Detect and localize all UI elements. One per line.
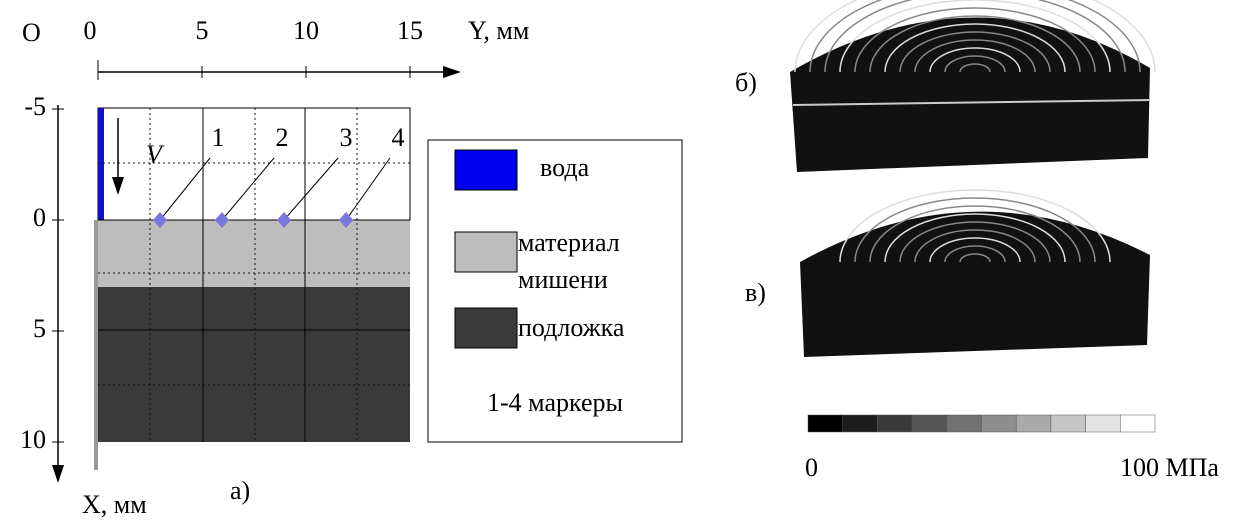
colorbar-step (947, 415, 982, 432)
water-layer (98, 108, 104, 220)
colorbar-step (843, 415, 878, 432)
y-tick-label: 15 (397, 16, 423, 45)
figure: 051015-50510 O Y, мм X, мм V 1234 а) вод… (0, 0, 1242, 525)
legend-text: подложка (518, 313, 625, 342)
x-tick-label: 5 (33, 314, 46, 343)
left-edge (94, 220, 98, 470)
colorbar-step (912, 415, 947, 432)
colorbar (808, 415, 1155, 432)
colorbar-step (1051, 415, 1086, 432)
legend-text: мишени (518, 265, 608, 294)
origin-label: O (22, 18, 41, 47)
x-axis-label: X, мм (82, 490, 147, 519)
x-tick-label: 10 (20, 425, 46, 454)
legend-text: 1-4 маркеры (487, 388, 623, 417)
marker-label: 1 (212, 123, 225, 152)
colorbar-step (808, 415, 843, 432)
y-tick-label: 5 (196, 16, 209, 45)
legend-swatch (455, 232, 517, 272)
colorbar-step (1086, 415, 1121, 432)
y-axis-label: Y, мм (468, 16, 529, 45)
colorbar-min: 0 (805, 453, 818, 482)
legend-text: материал (518, 228, 620, 257)
substrate-layer (98, 287, 410, 442)
colorbar-step (1016, 415, 1051, 432)
colorbar-max: 100 МПа (1120, 453, 1219, 482)
legend-swatch (455, 308, 517, 348)
marker-label: 3 (340, 123, 353, 152)
legend-swatch (455, 150, 517, 190)
marker-label: 2 (276, 123, 289, 152)
y-tick-label: 10 (293, 16, 319, 45)
panel-label: б) (735, 68, 757, 97)
colorbar-step (982, 415, 1017, 432)
void-region (98, 108, 410, 220)
marker-label: 4 (392, 123, 405, 152)
colorbar-step (877, 415, 912, 432)
x-tick-label: -5 (24, 92, 46, 121)
stress-image (800, 190, 1150, 357)
y-tick-label: 0 (84, 16, 97, 45)
legend-text: вода (540, 153, 590, 182)
panel-label: а) (230, 476, 250, 505)
stress-image (790, 0, 1155, 172)
target-layer (98, 220, 410, 287)
panel-label: в) (745, 278, 766, 307)
x-tick-label: 0 (33, 203, 46, 232)
page: {"figure": { "origin": "O", "y_axis": {"… (0, 0, 1242, 525)
colorbar-step (1120, 415, 1155, 432)
